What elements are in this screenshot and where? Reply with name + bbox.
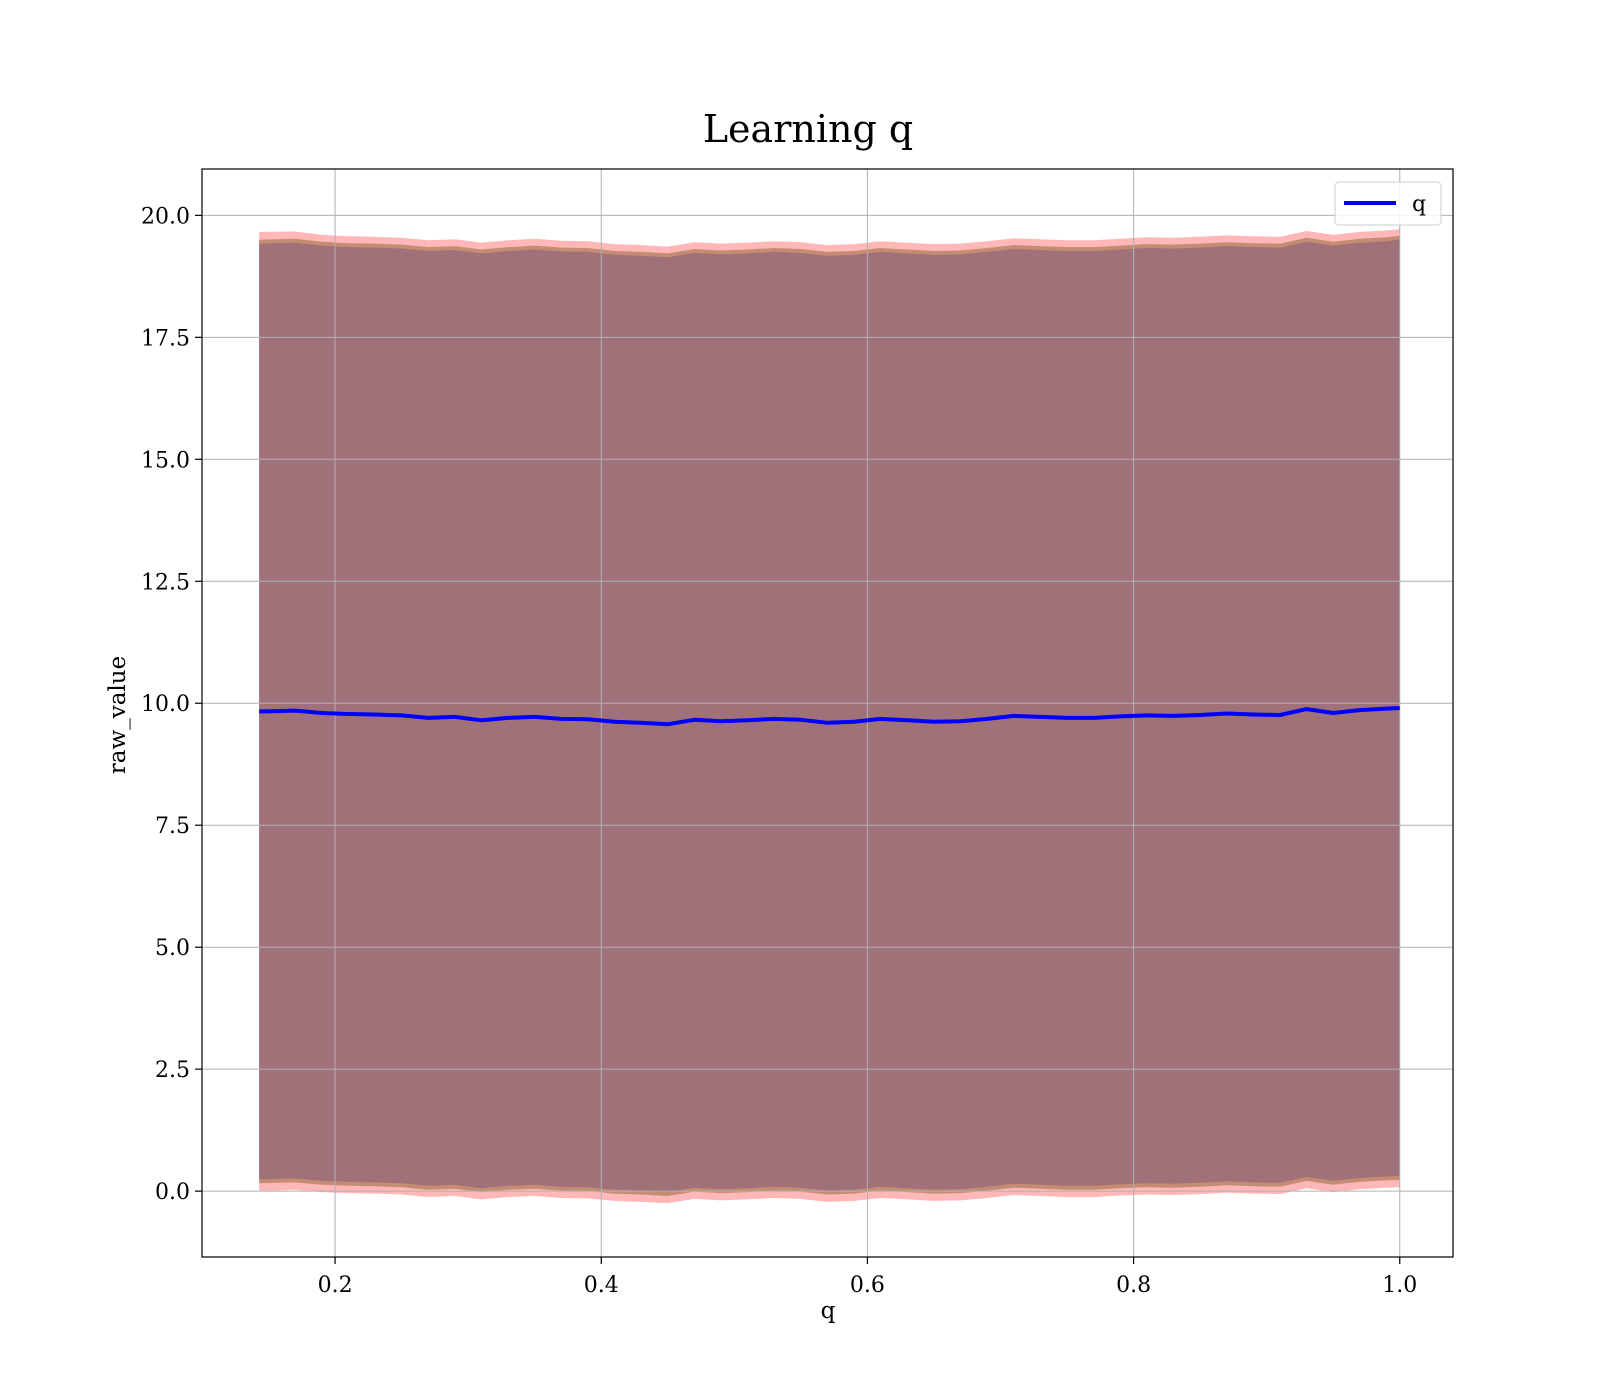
y-axis-ticks: 0.0 2.5 5.0 7.5 10.0 12.5 15.0 17.5 20.0 bbox=[141, 204, 202, 1205]
chart-title: Learning q bbox=[703, 107, 913, 151]
y-tick-label: 7.5 bbox=[155, 814, 190, 839]
y-tick-label: 10.0 bbox=[141, 692, 190, 717]
x-axis-label: q bbox=[821, 1298, 836, 1324]
bands-layer bbox=[259, 229, 1400, 1204]
legend: q bbox=[1334, 181, 1442, 226]
y-tick-label: 17.5 bbox=[141, 326, 190, 351]
series-line-q bbox=[259, 706, 1400, 727]
y-tick-label: 12.5 bbox=[141, 570, 190, 595]
x-axis-ticks: 0.2 0.4 0.6 0.8 1.0 bbox=[318, 1257, 1417, 1298]
y-tick-label: 15.0 bbox=[141, 448, 190, 473]
x-tick-label: 0.2 bbox=[318, 1273, 353, 1298]
legend-label: q bbox=[1412, 192, 1426, 217]
y-tick-label: 2.5 bbox=[155, 1058, 190, 1083]
band-2 bbox=[259, 239, 1400, 1193]
x-tick-label: 0.8 bbox=[1116, 1273, 1151, 1298]
grid-layer bbox=[202, 169, 1453, 1257]
series-layer bbox=[259, 706, 1400, 727]
x-tick-label: 0.6 bbox=[850, 1273, 885, 1298]
plot-frame bbox=[201, 168, 1454, 1258]
y-tick-label: 20.0 bbox=[141, 204, 190, 229]
x-tick-label: 0.4 bbox=[584, 1273, 619, 1298]
plot-area bbox=[201, 168, 1454, 1258]
y-tick-label: 0.0 bbox=[155, 1180, 190, 1205]
x-tick-label: 1.0 bbox=[1382, 1273, 1417, 1298]
y-axis-label: raw_value bbox=[105, 656, 131, 774]
y-tick-label: 5.0 bbox=[155, 936, 190, 961]
